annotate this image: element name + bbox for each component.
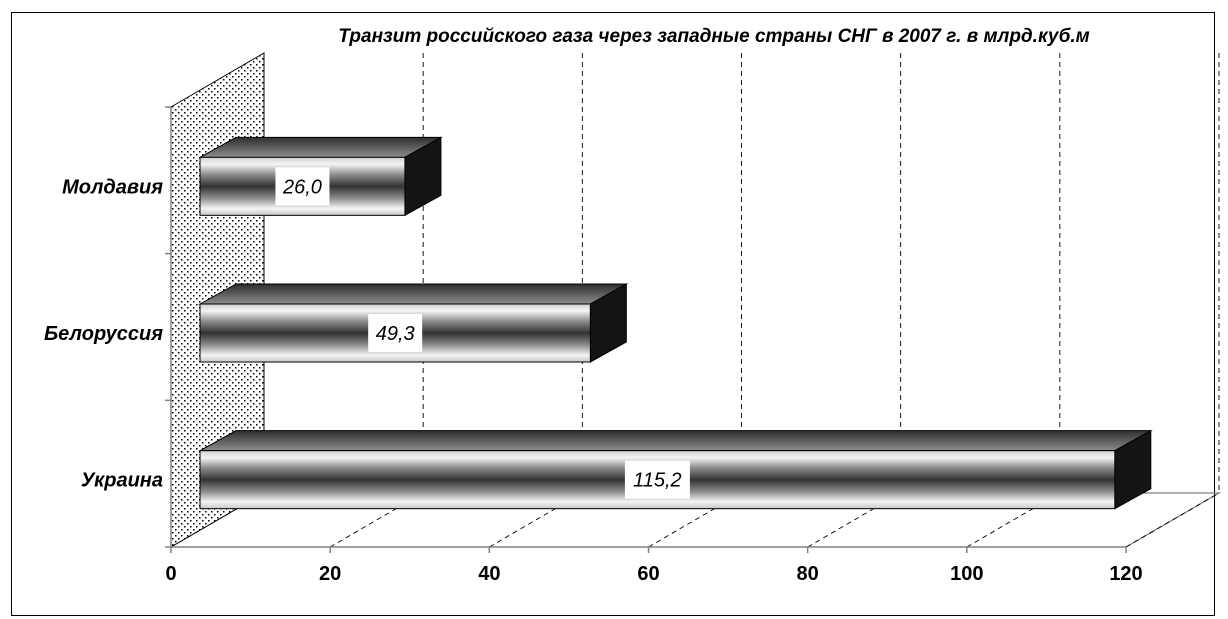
- x-tick-label: 120: [1109, 563, 1142, 585]
- bar-top-face: [198, 283, 629, 305]
- data-label-bg: [368, 314, 423, 352]
- data-label: 49,3: [376, 323, 415, 345]
- x-tick-label: 0: [165, 563, 176, 585]
- data-label: 26,0: [282, 176, 322, 198]
- category-label: Украина: [81, 470, 163, 492]
- bar-1[interactable]: [198, 136, 443, 217]
- bar-front-face: [199, 156, 406, 216]
- x-tick-label: 60: [637, 563, 659, 585]
- bar-top-face: [198, 136, 443, 158]
- bar-2[interactable]: [198, 283, 629, 363]
- x-tick-label: 40: [478, 563, 500, 585]
- x-tick-label: 100: [950, 563, 983, 585]
- bar-3[interactable]: [198, 429, 1153, 510]
- x-tick-label: 20: [319, 563, 341, 585]
- category-label: Молдавия: [62, 176, 163, 198]
- chart-title: Транзит российского газа через западные …: [338, 26, 1089, 47]
- data-label-bg: [275, 167, 330, 206]
- bar-top-face: [198, 430, 1153, 452]
- category-label: Белоруссия: [44, 323, 163, 345]
- data-label: 115,2: [633, 470, 682, 492]
- data-label-bg: [624, 460, 690, 499]
- x-tick-label: 80: [797, 563, 819, 585]
